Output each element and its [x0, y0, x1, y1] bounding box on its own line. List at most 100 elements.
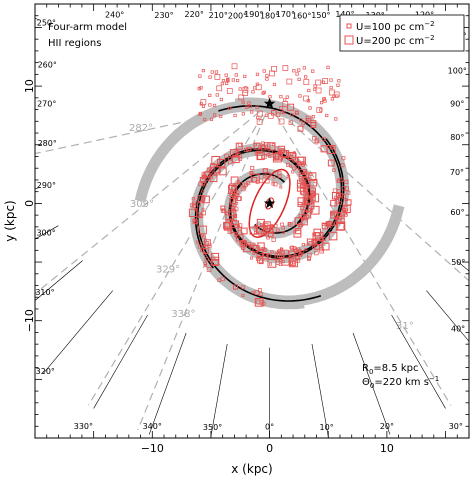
- hii-point: [259, 300, 264, 305]
- hii-point: [296, 161, 301, 165]
- hii-point: [261, 231, 265, 235]
- hii-point: [309, 172, 313, 176]
- hii-point: [325, 113, 329, 118]
- hii-point: [220, 208, 226, 213]
- legend: U=100 pc cm−2 U=200 pc cm−2: [339, 14, 465, 52]
- tangent-label: 282°: [129, 123, 153, 134]
- hii-point: [238, 94, 245, 101]
- hii-point: [259, 226, 264, 231]
- hii-point: [244, 148, 249, 153]
- hii-point: [212, 113, 217, 117]
- longitude-label: 10°: [320, 423, 334, 432]
- legend-label-u100: U=100 pc cm−2: [356, 20, 435, 33]
- hii-point: [210, 70, 214, 74]
- hii-point: [243, 240, 247, 244]
- hii-point: [242, 86, 249, 93]
- hii-point: [202, 235, 206, 240]
- hii-point: [210, 163, 216, 169]
- hii-point: [274, 252, 283, 261]
- hii-point: [230, 217, 235, 222]
- longitude-label: 0°: [265, 422, 274, 431]
- hii-point: [288, 250, 296, 258]
- longitude-label: 310°: [35, 288, 54, 297]
- hii-point: [226, 88, 233, 94]
- hii-point: [242, 90, 248, 96]
- longitude-line: [426, 290, 469, 342]
- hii-point: [297, 125, 304, 132]
- object-annotation: HII regions: [48, 38, 101, 49]
- hii-point: [254, 297, 264, 307]
- longitude-label: 100°: [448, 67, 467, 76]
- hii-point: [208, 75, 212, 79]
- galactic-center-marker: [263, 197, 276, 209]
- hii-point: [266, 253, 272, 258]
- hii-point: [219, 97, 223, 102]
- y-tick-label: 0: [23, 200, 36, 207]
- hii-point: [295, 258, 301, 263]
- tangent-label: 338°: [171, 309, 195, 320]
- hii-point: [254, 225, 258, 229]
- hii-point: [256, 256, 261, 261]
- hii-point: [280, 248, 284, 252]
- hii-point: [304, 75, 308, 79]
- hii-point: [220, 205, 226, 211]
- longitude-label: 40°: [451, 324, 465, 333]
- hii-point: [271, 225, 275, 229]
- hii-point: [297, 197, 306, 206]
- hii-point: [310, 120, 317, 126]
- hii-point: [337, 79, 341, 83]
- hii-point: [215, 93, 219, 97]
- hii-point: [287, 221, 292, 226]
- hii-point: [237, 196, 242, 201]
- longitude-line: [35, 225, 59, 240]
- hii-point: [271, 143, 275, 147]
- legend-label-u200: U=200 pc cm−2: [356, 34, 435, 47]
- hii-point: [322, 97, 326, 101]
- hii-point: [270, 250, 274, 254]
- hii-point: [203, 261, 207, 266]
- hii-point: [201, 68, 205, 73]
- hii-point: [257, 288, 262, 293]
- hii-point: [201, 207, 205, 211]
- hii-point: [229, 191, 236, 197]
- hii-point: [297, 68, 301, 72]
- hii-point: [283, 98, 287, 102]
- hii-point: [290, 113, 294, 117]
- hii-point: [287, 155, 293, 160]
- hii-point: [310, 205, 320, 215]
- hii-point: [271, 180, 275, 184]
- longitude-line: [456, 260, 469, 272]
- hii-point: [201, 197, 206, 202]
- hii-point: [301, 243, 305, 247]
- hii-point: [306, 215, 310, 219]
- hii-point: [258, 231, 263, 236]
- hii-point: [262, 175, 266, 179]
- x-tick-label: 0: [266, 442, 273, 455]
- hii-point: [242, 244, 251, 253]
- longitude-line: [210, 343, 228, 438]
- hii-point: [303, 79, 310, 85]
- hii-point: [192, 218, 196, 223]
- hii-point: [334, 199, 340, 204]
- hii-point: [241, 100, 245, 105]
- hii-point: [305, 201, 309, 205]
- hii-point: [249, 171, 254, 176]
- hii-point: [240, 227, 248, 235]
- hii-point: [264, 222, 269, 227]
- hii-point: [204, 241, 209, 246]
- hii-point: [239, 181, 244, 186]
- hii-point: [204, 257, 209, 262]
- hii-point: [231, 208, 234, 211]
- model-annotation: Four-arm model: [48, 22, 127, 33]
- hii-point: [307, 256, 311, 261]
- hii-point: [254, 290, 260, 296]
- hii-point: [291, 170, 295, 174]
- hii-point: [241, 112, 245, 116]
- hii-point: [278, 118, 285, 125]
- hii-point: [256, 249, 264, 257]
- hii-point: [311, 192, 316, 197]
- hii-point: [263, 142, 271, 149]
- hii-point: [200, 248, 204, 252]
- longitude-label: 190°: [244, 10, 263, 19]
- hii-point: [247, 101, 251, 105]
